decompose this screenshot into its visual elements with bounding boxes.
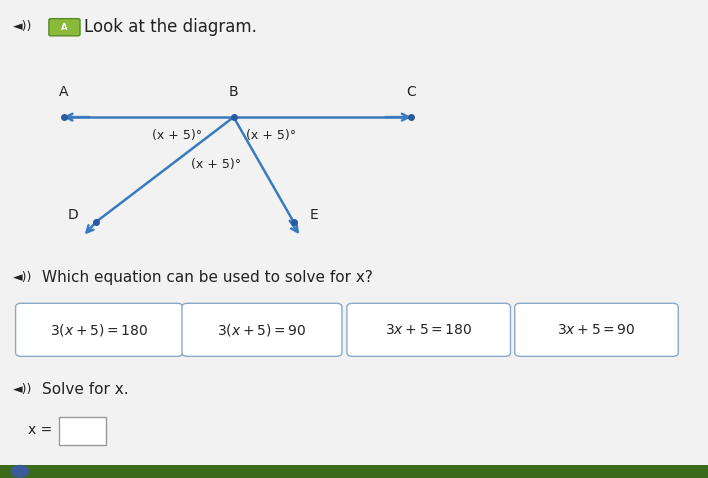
Text: ◄)): ◄)) <box>13 20 32 33</box>
Text: $3(x + 5) = 90$: $3(x + 5) = 90$ <box>217 322 307 338</box>
Text: E: E <box>309 208 318 222</box>
Text: A: A <box>61 23 68 32</box>
FancyBboxPatch shape <box>16 304 183 357</box>
Text: C: C <box>406 85 416 99</box>
Text: x =: x = <box>28 423 52 437</box>
FancyBboxPatch shape <box>59 417 106 445</box>
Text: A: A <box>59 85 69 99</box>
Text: D: D <box>67 208 78 222</box>
Text: (x + 5)°: (x + 5)° <box>191 158 241 171</box>
Text: ◄)): ◄)) <box>13 383 32 396</box>
FancyBboxPatch shape <box>49 19 80 36</box>
Text: Which equation can be used to solve for x?: Which equation can be used to solve for … <box>42 270 373 285</box>
Bar <box>0 465 708 478</box>
Text: $3x + 5 = 180$: $3x + 5 = 180$ <box>385 323 472 337</box>
Text: Look at the diagram.: Look at the diagram. <box>84 18 256 36</box>
FancyBboxPatch shape <box>182 304 342 357</box>
Text: $3x + 5 = 90$: $3x + 5 = 90$ <box>557 323 636 337</box>
FancyBboxPatch shape <box>347 304 510 357</box>
Text: Solve for x.: Solve for x. <box>42 382 129 397</box>
Text: ◄)): ◄)) <box>13 271 32 284</box>
Text: (x + 5)°: (x + 5)° <box>152 129 202 142</box>
Text: $3(x + 5) = 180$: $3(x + 5) = 180$ <box>50 322 148 338</box>
Circle shape <box>11 466 28 477</box>
Text: B: B <box>229 85 239 99</box>
Text: (x + 5)°: (x + 5)° <box>246 129 297 142</box>
FancyBboxPatch shape <box>515 304 678 357</box>
